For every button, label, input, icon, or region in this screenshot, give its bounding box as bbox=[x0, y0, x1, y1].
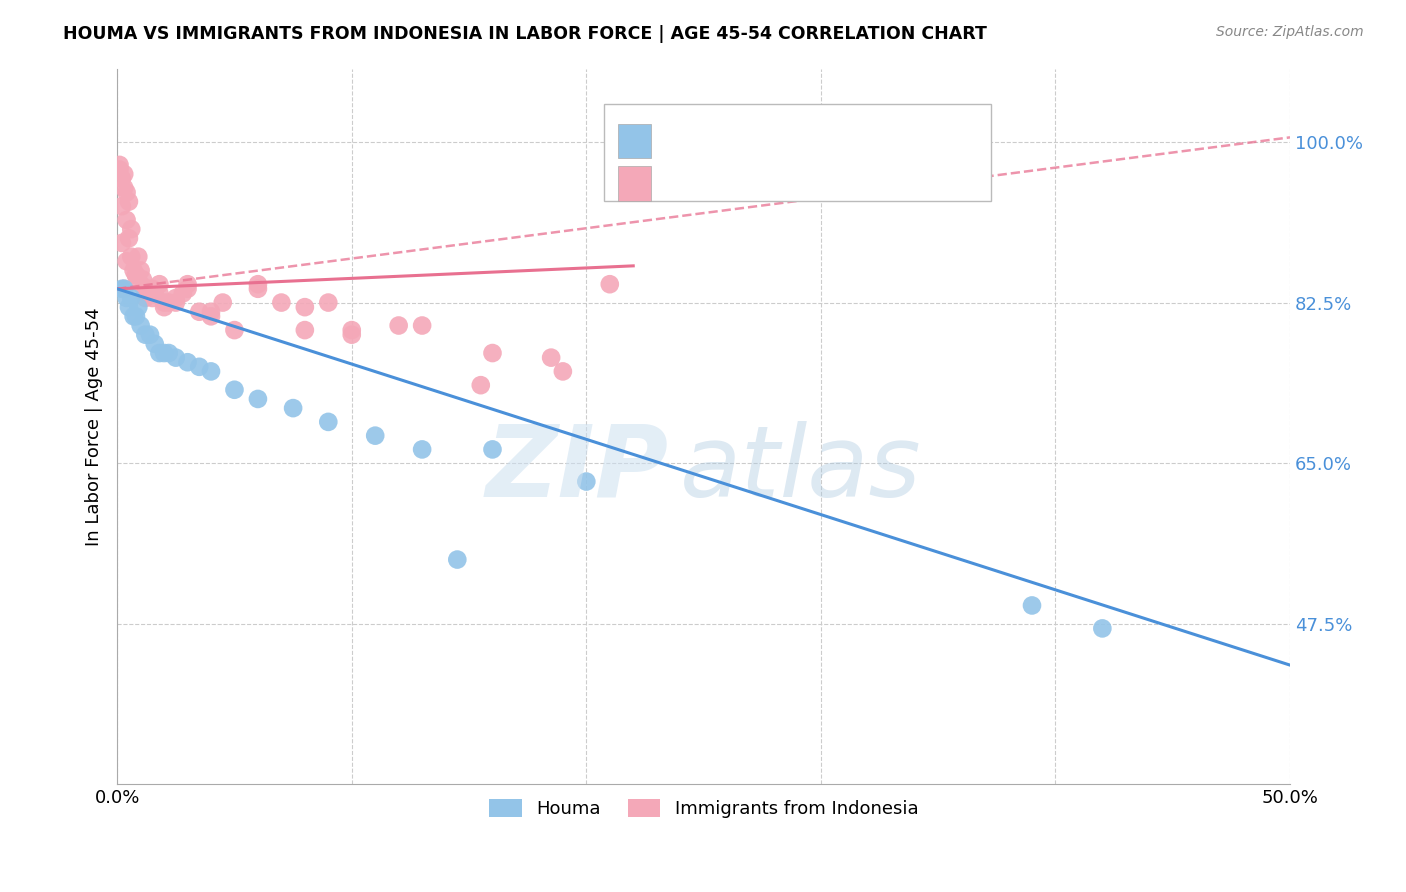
Point bbox=[115, 186, 138, 200]
Point bbox=[294, 300, 316, 314]
Point bbox=[115, 213, 138, 227]
Point bbox=[111, 171, 134, 186]
Point bbox=[172, 286, 194, 301]
Text: R =  0.101    N = 58: R = 0.101 N = 58 bbox=[665, 174, 900, 193]
Text: atlas: atlas bbox=[681, 421, 922, 518]
Point bbox=[200, 310, 222, 324]
Point bbox=[112, 282, 135, 296]
Point bbox=[143, 337, 166, 351]
Point bbox=[340, 327, 363, 342]
Point bbox=[294, 323, 316, 337]
Point bbox=[148, 346, 170, 360]
FancyBboxPatch shape bbox=[619, 124, 651, 158]
Point bbox=[165, 295, 187, 310]
Point bbox=[176, 277, 198, 292]
Point bbox=[118, 231, 141, 245]
Point bbox=[316, 295, 339, 310]
Point bbox=[139, 327, 162, 342]
Point bbox=[188, 304, 211, 318]
Point bbox=[134, 291, 156, 305]
Point bbox=[176, 282, 198, 296]
Point bbox=[200, 364, 222, 378]
Point bbox=[108, 162, 131, 177]
Point bbox=[1091, 621, 1114, 635]
Point bbox=[111, 235, 134, 250]
Point bbox=[129, 263, 152, 277]
Point bbox=[125, 268, 148, 282]
Point bbox=[200, 304, 222, 318]
Point bbox=[281, 401, 304, 416]
Point bbox=[125, 268, 148, 282]
Point bbox=[132, 272, 155, 286]
Point bbox=[153, 300, 176, 314]
Point bbox=[211, 295, 233, 310]
Point bbox=[176, 355, 198, 369]
FancyBboxPatch shape bbox=[605, 104, 991, 201]
Point bbox=[136, 282, 159, 296]
Point bbox=[125, 310, 148, 324]
Point bbox=[111, 282, 134, 296]
Point bbox=[115, 254, 138, 268]
Point bbox=[141, 291, 163, 305]
Point bbox=[108, 158, 131, 172]
Point bbox=[112, 167, 135, 181]
Point bbox=[118, 300, 141, 314]
Point bbox=[127, 300, 149, 314]
Point bbox=[388, 318, 411, 333]
Point bbox=[122, 263, 145, 277]
Point bbox=[316, 415, 339, 429]
Point bbox=[246, 282, 269, 296]
Point bbox=[134, 327, 156, 342]
Point bbox=[122, 310, 145, 324]
Point bbox=[118, 194, 141, 209]
Text: ZIP: ZIP bbox=[485, 421, 668, 518]
Point bbox=[148, 277, 170, 292]
Y-axis label: In Labor Force | Age 45-54: In Labor Force | Age 45-54 bbox=[86, 307, 103, 546]
Point bbox=[224, 323, 246, 337]
Point bbox=[134, 286, 156, 301]
Point bbox=[127, 250, 149, 264]
Point bbox=[153, 346, 176, 360]
Point bbox=[224, 383, 246, 397]
Point bbox=[575, 475, 598, 489]
Point bbox=[411, 318, 433, 333]
Point bbox=[165, 351, 187, 365]
Point bbox=[1021, 599, 1043, 613]
Text: HOUMA VS IMMIGRANTS FROM INDONESIA IN LABOR FORCE | AGE 45-54 CORRELATION CHART: HOUMA VS IMMIGRANTS FROM INDONESIA IN LA… bbox=[63, 25, 987, 43]
Point bbox=[157, 295, 180, 310]
Point bbox=[111, 199, 134, 213]
Legend: Houma, Immigrants from Indonesia: Houma, Immigrants from Indonesia bbox=[482, 792, 925, 825]
Point bbox=[188, 359, 211, 374]
Point bbox=[165, 291, 187, 305]
Text: Source: ZipAtlas.com: Source: ZipAtlas.com bbox=[1216, 25, 1364, 39]
Point bbox=[481, 442, 503, 457]
Point bbox=[129, 277, 152, 292]
Point bbox=[364, 428, 387, 442]
Point bbox=[120, 291, 142, 305]
Point bbox=[115, 291, 138, 305]
Point bbox=[470, 378, 492, 392]
Point bbox=[112, 282, 135, 296]
Point bbox=[112, 181, 135, 195]
Point bbox=[540, 351, 562, 365]
Point bbox=[481, 346, 503, 360]
Point bbox=[148, 286, 170, 301]
Point bbox=[599, 277, 621, 292]
Point bbox=[446, 552, 468, 566]
Point bbox=[157, 346, 180, 360]
Point bbox=[340, 323, 363, 337]
Point bbox=[270, 295, 292, 310]
Point bbox=[141, 282, 163, 296]
Point bbox=[143, 286, 166, 301]
Point bbox=[551, 364, 574, 378]
Text: R = -0.481   N = 30: R = -0.481 N = 30 bbox=[665, 131, 889, 151]
Point bbox=[246, 392, 269, 406]
FancyBboxPatch shape bbox=[619, 167, 651, 201]
Point bbox=[129, 318, 152, 333]
Point bbox=[120, 222, 142, 236]
Point bbox=[153, 295, 176, 310]
Point bbox=[246, 277, 269, 292]
Point bbox=[120, 250, 142, 264]
Point bbox=[411, 442, 433, 457]
